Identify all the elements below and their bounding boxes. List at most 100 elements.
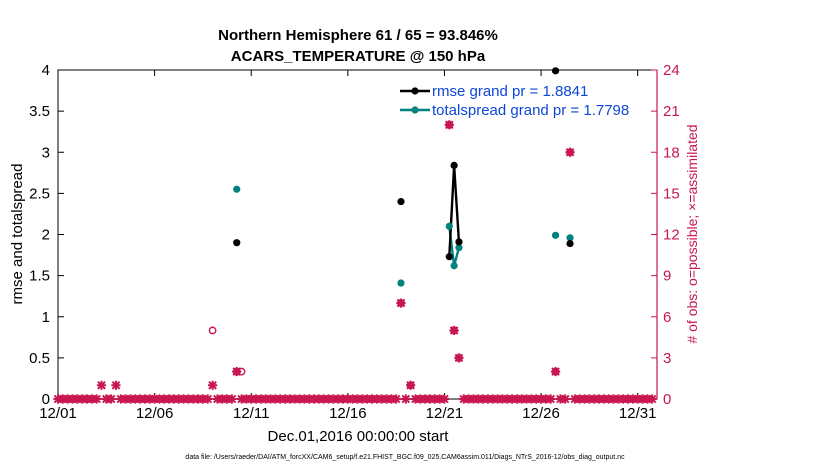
obs-assimilated-zero-marker [362, 394, 372, 404]
obs-assimilated-zero-marker [497, 394, 508, 404]
right-tick-label: 15 [663, 185, 680, 202]
legend-totalspread-label: totalspread grand pr = 1.7798 [432, 102, 629, 119]
obs-assimilated-zero-marker [613, 394, 623, 404]
rmse-point [551, 67, 560, 75]
obs-assimilated-zero-marker [290, 394, 300, 404]
obs-assimilated-zero-marker [512, 394, 522, 404]
obs-assimilated-zero-marker [589, 394, 599, 404]
obs-assimilated-zero-marker [299, 394, 309, 404]
obs-assimilated-zero-marker [236, 394, 247, 404]
totalspread-point [445, 222, 453, 230]
right-tick-label: 24 [663, 62, 680, 79]
obs-assimilated-zero-marker [121, 394, 131, 404]
obs-assimilated-zero-marker [425, 394, 435, 404]
right-tick-label: 3 [663, 350, 671, 367]
x-tick-label: 12/26 [522, 405, 560, 422]
obs-assimilated-zero-marker [304, 394, 314, 404]
obs-assimilated-zero-marker [58, 394, 68, 404]
obs-assimilated-zero-marker [623, 394, 633, 404]
obs-assimilated-zero-marker [169, 394, 179, 404]
obs-assimilated-zero-marker [555, 394, 565, 404]
obs-assimilated-zero-marker [261, 394, 271, 404]
obs-assimilated-zero-marker [584, 394, 594, 404]
obs-assimilated-zero-marker [377, 394, 387, 404]
totalspread-point [566, 234, 574, 242]
obs-assimilated-zero-marker [517, 394, 527, 404]
obs-assimilated-zero-marker [459, 394, 469, 404]
obs-assimilated-zero-marker [439, 394, 450, 404]
obs-assimilated-zero-marker [280, 394, 290, 404]
obs-assimilated-zero-marker [203, 394, 213, 404]
obs-assimilated-zero-marker [72, 394, 82, 404]
obs-assimilated-zero-marker [193, 394, 203, 404]
obs-assimilated-zero-marker [212, 394, 223, 404]
obs-assimilated-marker [96, 380, 107, 390]
legend-rmse-label: rmse grand pr = 1.8841 [432, 83, 588, 100]
totalspread-point [397, 279, 405, 287]
obs-assimilated-zero-marker [135, 394, 145, 404]
left-tick-label: 0 [42, 391, 50, 408]
obs-assimilated-zero-marker [251, 394, 261, 404]
obs-assimilated-zero-marker [241, 394, 251, 404]
y-axis-label-right: # of obs: o=possible; ×=assimilated [684, 124, 700, 343]
obs-assimilated-zero-marker [227, 394, 237, 404]
obs-assimilated-zero-marker [343, 394, 353, 404]
x-tick-label: 12/06 [136, 405, 174, 422]
obs-assimilated-zero-marker [116, 394, 126, 404]
obs-assimilated-zero-marker [265, 394, 276, 404]
obs-assimilated-zero-marker [560, 394, 570, 404]
obs-assimilated-zero-marker [106, 394, 116, 404]
obs-assimilated-zero-marker [492, 394, 503, 404]
obs-assimilated-zero-marker [647, 394, 657, 404]
obs-assimilated-zero-marker [130, 394, 140, 404]
obs-assimilated-zero-marker [546, 394, 556, 404]
obs-assimilated-zero-marker [256, 394, 266, 404]
legend-totalspread-marker [411, 106, 419, 114]
obs-assimilated-zero-marker [579, 394, 590, 404]
obs-assimilated-zero-marker [531, 394, 541, 404]
obs-assimilated-zero-marker [430, 394, 440, 404]
obs-assimilated-marker [565, 147, 575, 157]
obs-assimilated-zero-marker [507, 394, 517, 404]
obs-assimilated-zero-marker [468, 394, 479, 404]
obs-assimilated-zero-marker [174, 394, 184, 404]
obs-assimilated-marker [232, 366, 242, 377]
obs-assimilated-zero-marker [63, 394, 73, 404]
obs-assimilated-zero-marker [145, 394, 155, 404]
obs-assimilated-zero-marker [628, 394, 638, 404]
x-tick-label: 12/01 [39, 405, 77, 422]
obs-assimilated-zero-marker [401, 394, 411, 404]
obs-assimilated-zero-marker [348, 394, 358, 404]
chart-title: Northern Hemisphere 61 / 65 = 93.846% [218, 27, 498, 44]
left-tick-label: 3.5 [29, 103, 50, 120]
obs-assimilated-zero-marker [575, 394, 585, 404]
obs-assimilated-zero-marker [309, 394, 319, 404]
obs-assimilated-zero-marker [420, 394, 430, 404]
right-tick-label: 6 [663, 309, 671, 326]
right-tick-label: 18 [663, 144, 680, 161]
obs-assimilated-zero-marker [319, 394, 329, 404]
obs-assimilated-zero-marker [140, 394, 150, 404]
rmse-point [445, 253, 453, 261]
obs-assimilated-zero-marker [435, 394, 445, 404]
left-tick-label: 3 [42, 144, 50, 161]
obs-assimilated-zero-marker [478, 394, 488, 404]
obs-assimilated-zero-marker [464, 394, 474, 404]
obs-assimilated-zero-marker [594, 394, 604, 404]
legend-rmse-marker [411, 87, 419, 95]
right-tick-label: 0 [663, 391, 671, 408]
obs-assimilated-zero-marker [67, 394, 78, 404]
obs-assimilated-zero-marker [314, 394, 324, 404]
obs-assimilated-marker [444, 120, 454, 130]
left-tick-label: 2.5 [29, 185, 50, 202]
obs-assimilated-zero-marker [473, 394, 483, 404]
y-axis-label-left: rmse and totalspread [9, 164, 26, 305]
obs-assimilated-zero-marker [77, 394, 87, 404]
obs-assimilated-zero-marker [415, 394, 425, 404]
obs-assimilated-zero-marker [150, 394, 160, 404]
obs-assimilated-zero-marker [604, 394, 614, 404]
obs-possible-marker [208, 326, 217, 335]
obs-assimilated-zero-marker [618, 394, 628, 404]
rmse-point [450, 161, 458, 170]
obs-assimilated-zero-marker [381, 394, 392, 404]
